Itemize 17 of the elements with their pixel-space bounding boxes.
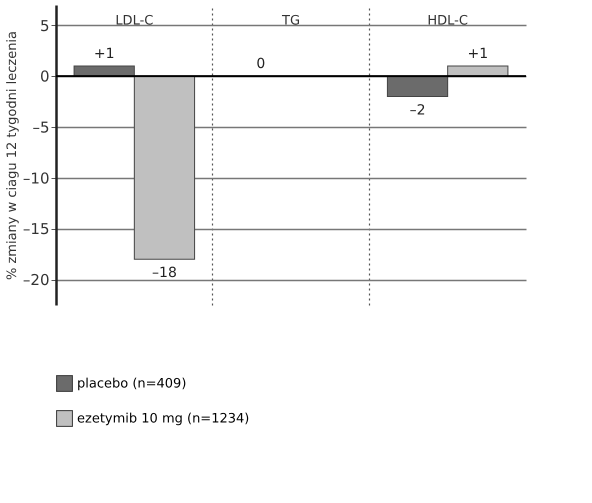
y-tick-label: –15 [22, 220, 50, 238]
data-label: –18 [152, 265, 177, 282]
y-tick-label: 5 [40, 16, 50, 35]
x-tick-label: TG [280, 14, 300, 28]
data-label: –2 [410, 102, 426, 119]
legend-label: placebo (n=409) [77, 376, 186, 392]
y-tick-label: –5 [32, 118, 50, 137]
x-tick-label: LDL-C [115, 14, 154, 28]
data-label: 0 [256, 56, 266, 72]
y-tick-label: –10 [22, 169, 50, 188]
y-axis-title: % zmiany w ciagu 12 tygodni leczenia [4, 30, 20, 280]
x-tick-label: HDL-C [427, 14, 468, 28]
y-tick-label: –20 [22, 271, 50, 290]
data-label: +1 [94, 46, 115, 62]
y-tick-label: 0 [40, 68, 50, 86]
legend-label: ezetymib 10 mg (n=1234) [77, 412, 250, 426]
data-label: +1 [467, 46, 488, 62]
